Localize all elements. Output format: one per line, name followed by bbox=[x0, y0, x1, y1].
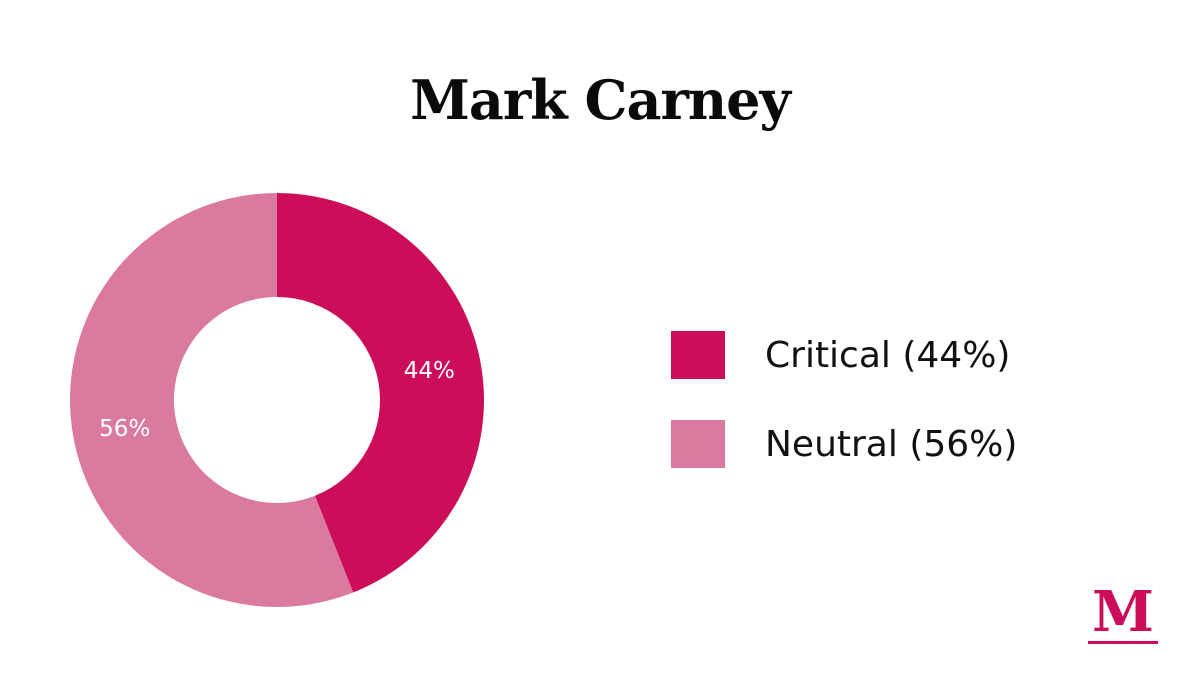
brand-logo: M bbox=[1088, 579, 1158, 645]
slice-label-critical: 44% bbox=[404, 358, 455, 384]
chart-legend: Critical (44%) Neutral (56%) bbox=[671, 331, 1017, 509]
legend-swatch-neutral bbox=[671, 420, 725, 468]
legend-item-neutral: Neutral (56%) bbox=[671, 420, 1017, 468]
legend-label-neutral: Neutral (56%) bbox=[765, 423, 1018, 465]
legend-item-critical: Critical (44%) bbox=[671, 331, 1017, 379]
logo-letter: M bbox=[1092, 579, 1154, 645]
chart-title: Mark Carney bbox=[410, 68, 791, 132]
slice-label-neutral: 56% bbox=[99, 416, 150, 442]
legend-swatch-critical bbox=[671, 331, 725, 379]
logo-underline bbox=[1088, 641, 1158, 644]
slice-critical bbox=[277, 193, 485, 593]
legend-label-critical: Critical (44%) bbox=[765, 334, 1011, 376]
slice-neutral bbox=[70, 193, 354, 607]
